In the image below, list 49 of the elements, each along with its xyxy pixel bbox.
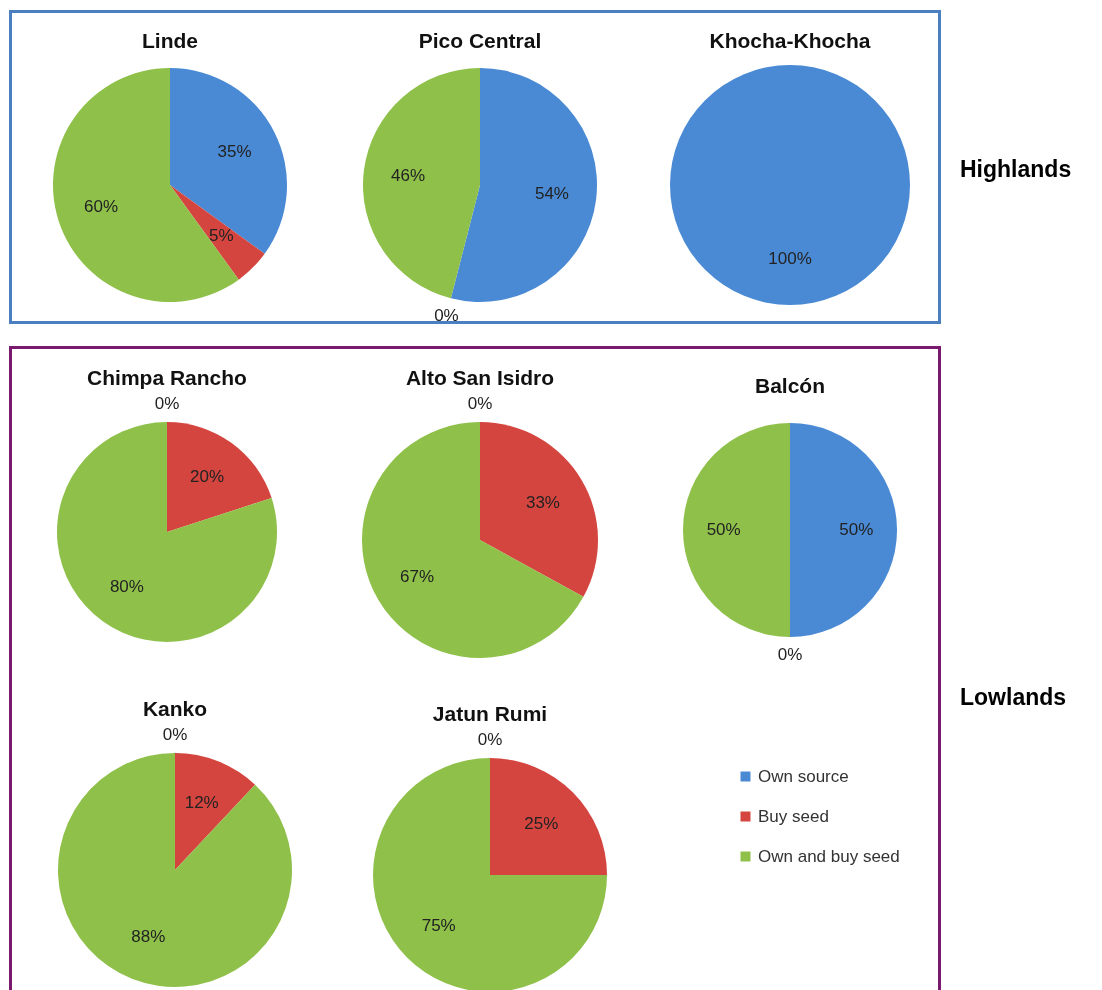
- pie-slice: [170, 185, 265, 280]
- chart-title: Jatun Rumi: [432, 702, 548, 725]
- legend-label: Buy seed: [758, 806, 829, 826]
- text: Lowlands: [960, 684, 1067, 711]
- data-label: 12%: [184, 792, 219, 812]
- data-label: 20%: [190, 466, 225, 486]
- chart-title: Linde: [142, 29, 198, 52]
- text: 0%: [162, 725, 188, 744]
- data-label: 100%: [768, 249, 812, 269]
- legend-label: Own and buy seed: [758, 846, 900, 866]
- data-label: 46%: [391, 165, 426, 185]
- data-label: 50%: [706, 520, 741, 539]
- chart-title: Kanko: [142, 697, 208, 720]
- chart-title: Alto San Isidro: [405, 366, 555, 389]
- legend-label: Own source: [758, 766, 849, 786]
- text: 0%: [467, 394, 493, 413]
- data-label: 80%: [109, 577, 144, 597]
- chart-title: Khocha-Khocha: [709, 29, 871, 52]
- chart-title: Pico Central: [418, 29, 542, 52]
- pie-slice: [58, 753, 292, 987]
- data-label: 25%: [524, 813, 559, 833]
- pie-slice: [57, 422, 277, 642]
- data-label: 35%: [217, 142, 252, 162]
- pie-slice: [363, 68, 480, 299]
- pie-slice: [373, 758, 607, 990]
- text: 0%: [777, 645, 803, 664]
- chart-title: Balcón: [754, 374, 826, 397]
- data-label: 88%: [131, 927, 166, 947]
- text: 0%: [154, 394, 180, 413]
- data-label: 75%: [421, 916, 456, 936]
- data-label: 50%: [839, 520, 874, 539]
- data-label: 5%: [209, 226, 234, 246]
- pie-slice: [170, 68, 287, 254]
- pie-slice: [480, 422, 598, 597]
- chart-title: Chimpa Rancho: [87, 366, 247, 389]
- data-label: 33%: [525, 492, 560, 512]
- pie-slice: [683, 423, 790, 637]
- text: Highlands: [960, 156, 1072, 183]
- text: 0%: [434, 305, 459, 325]
- pie-slice: [175, 753, 256, 870]
- data-label: 60%: [83, 197, 119, 217]
- pie-slice: [490, 758, 607, 875]
- data-label: 67%: [400, 567, 435, 587]
- pie-slice: [362, 422, 584, 658]
- text: 0%: [477, 730, 503, 749]
- pie-slice: [167, 422, 272, 532]
- data-label: 54%: [534, 184, 569, 204]
- pie-slice: [790, 423, 897, 637]
- pie-slice: [450, 68, 597, 302]
